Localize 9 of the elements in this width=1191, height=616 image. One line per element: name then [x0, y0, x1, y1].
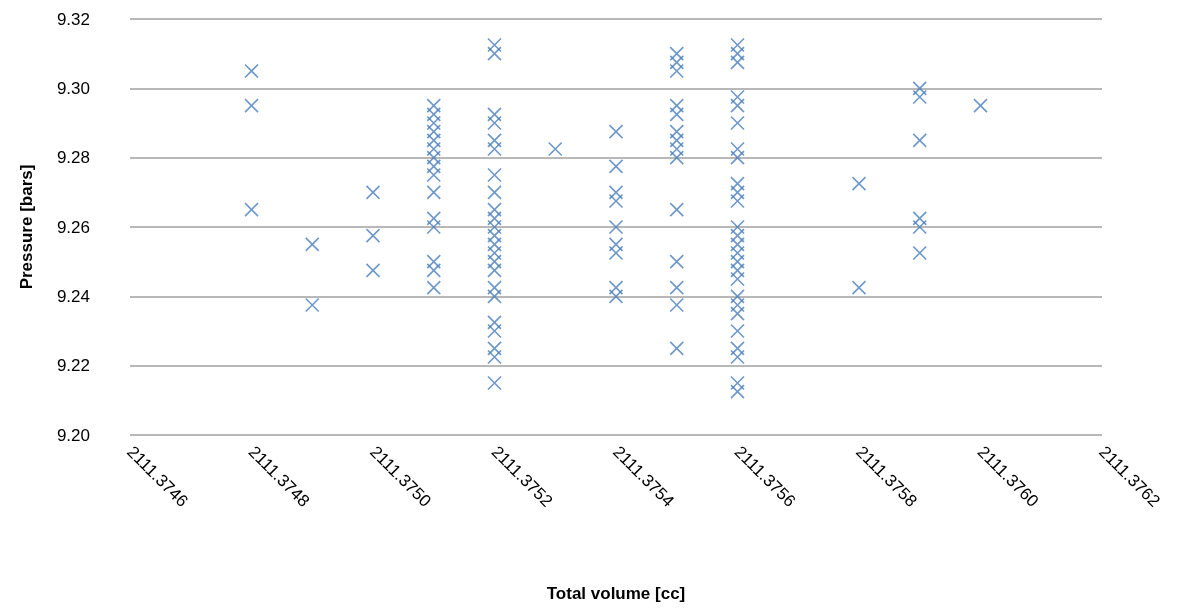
y-tick-label: 9.20 [56, 425, 90, 445]
y-axis-title: Pressure [bars] [17, 164, 36, 290]
y-tick-label: 9.30 [56, 78, 90, 98]
y-tick-label: 9.28 [56, 148, 90, 168]
y-tick-label: 9.32 [56, 9, 90, 29]
x-axis-title: Total volume [cc] [546, 584, 686, 603]
y-tick-label: 9.22 [56, 356, 90, 376]
y-tick-label: 9.24 [56, 286, 90, 306]
y-tick-label: 9.26 [56, 217, 90, 237]
